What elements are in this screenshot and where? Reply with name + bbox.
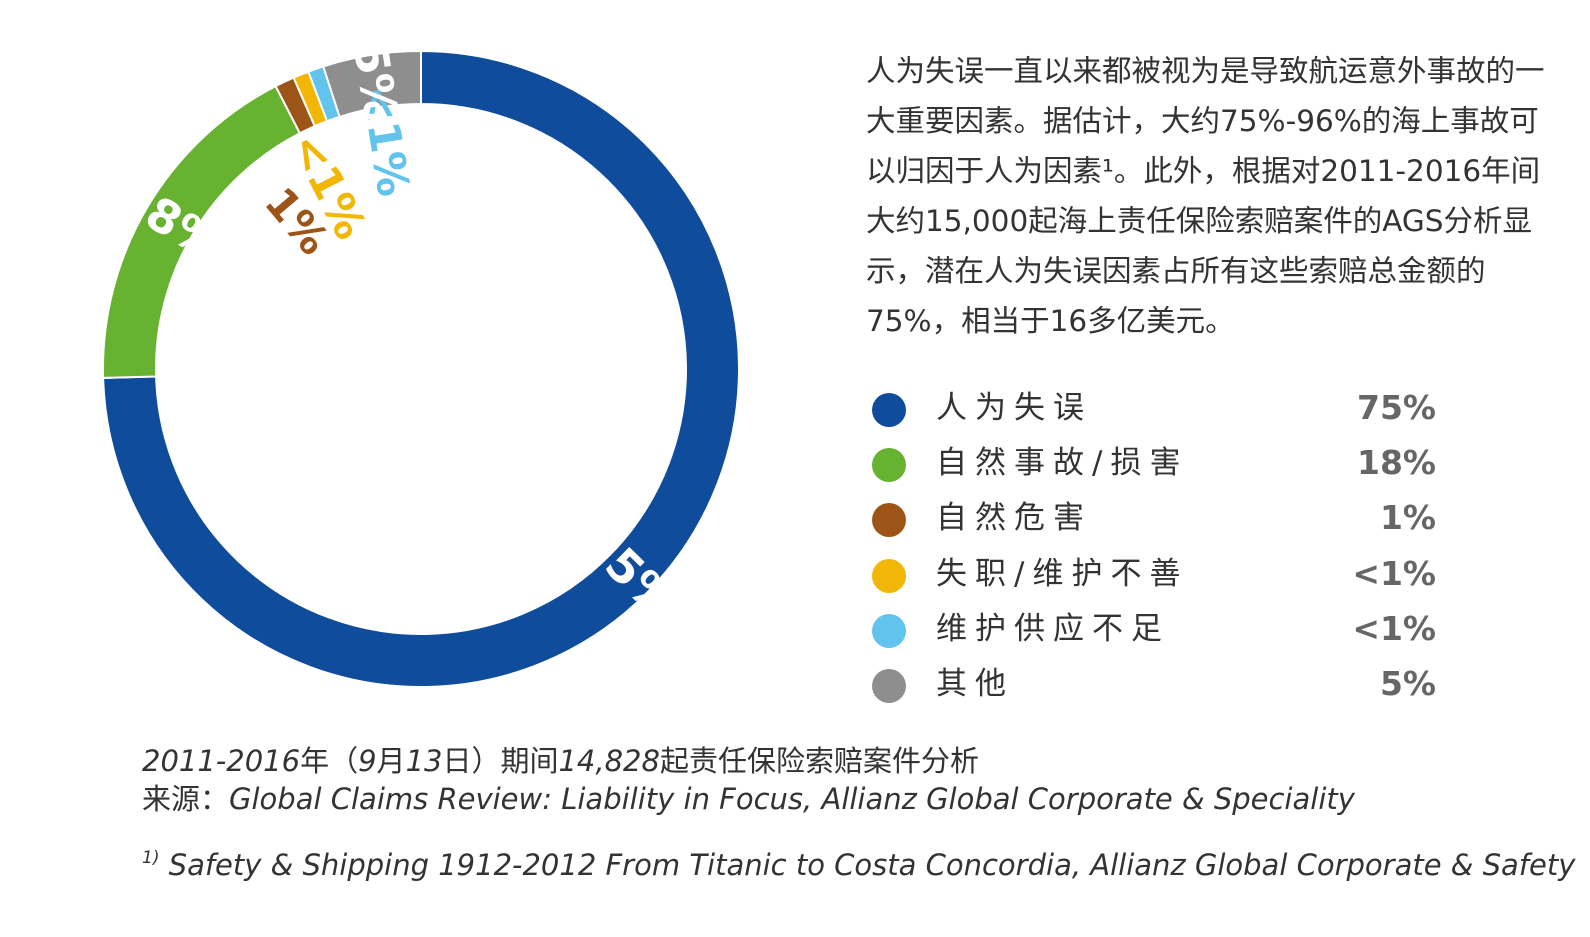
analysis-period-note: 2011-2016年（9月13日）期间14,828起责任保险索赔案件分析 <box>142 738 979 780</box>
legend-swatch <box>872 668 906 703</box>
legend-label: 自然危害 <box>936 500 1092 537</box>
period-day: 13 <box>405 744 443 778</box>
period-day-char: 日）期间 <box>442 744 559 778</box>
legend-item-natural-hazard: 自然危害 1% <box>866 490 1506 545</box>
legend-label: 人为失误 <box>936 390 1092 426</box>
legend-value: <1% <box>1352 608 1436 648</box>
period-month-char: 月 <box>376 744 406 778</box>
source-text: Global Claims Review: Liability in Focus… <box>229 782 1355 816</box>
legend-label: 失职/维护不善 <box>936 555 1189 592</box>
source-label: 来源： <box>142 782 230 816</box>
footnote: 1) Safety & Shipping 1912-2012 From Tita… <box>142 848 1575 882</box>
footnote-mark: 1) <box>142 848 160 868</box>
intro-paragraph: 人为失误一直以来都被视为是导致航运意外事故的一大重要因素。据估计，大约75%-9… <box>866 54 1545 338</box>
footnote-text: Safety & Shipping 1912-2012 From Titanic… <box>168 848 1576 882</box>
period-count: 14,828 <box>558 744 660 778</box>
slice-human-error <box>102 49 740 688</box>
donut-chart: 75%18% 1%<1%<1%5% <box>102 38 740 688</box>
period-date: 9 <box>358 744 377 778</box>
legend: 人为失误 75% 自然事故/损害 18% 自然危害 1% 失职/维护不善 <1%… <box>866 380 1506 711</box>
source-note: 来源：Global Claims Review: Liability in Fo… <box>142 776 1355 818</box>
legend-value: 18% <box>1357 443 1436 483</box>
legend-swatch <box>872 448 906 483</box>
legend-item-human-error: 人为失误 75% <box>866 380 1506 435</box>
legend-swatch <box>872 613 906 648</box>
legend-value: 1% <box>1379 498 1436 538</box>
slice-label-other: 5% <box>343 38 408 124</box>
legend-label: 其他 <box>936 665 1014 702</box>
legend-swatch <box>872 558 906 593</box>
legend-value: 5% <box>1379 663 1436 703</box>
period-suffix: 起责任保险索赔案件分析 <box>659 744 979 778</box>
legend-label: 自然事故/损害 <box>936 445 1189 482</box>
legend-item-natural-accident: 自然事故/损害 18% <box>866 435 1506 490</box>
legend-swatch <box>872 393 906 427</box>
period-range: 2011-2016 <box>142 744 301 778</box>
legend-item-negligence: 失职/维护不善 <1% <box>866 546 1506 601</box>
legend-value: <1% <box>1352 553 1436 593</box>
legend-swatch <box>872 503 906 538</box>
legend-value: 75% <box>1357 388 1436 427</box>
legend-item-other: 其他 5% <box>866 656 1506 711</box>
legend-label: 维护供应不足 <box>936 610 1170 647</box>
period-year-char: 年（ <box>300 744 359 778</box>
legend-item-supply-shortage: 维护供应不足 <1% <box>866 601 1506 656</box>
donut-slices <box>102 49 740 688</box>
slice-other <box>322 49 422 119</box>
